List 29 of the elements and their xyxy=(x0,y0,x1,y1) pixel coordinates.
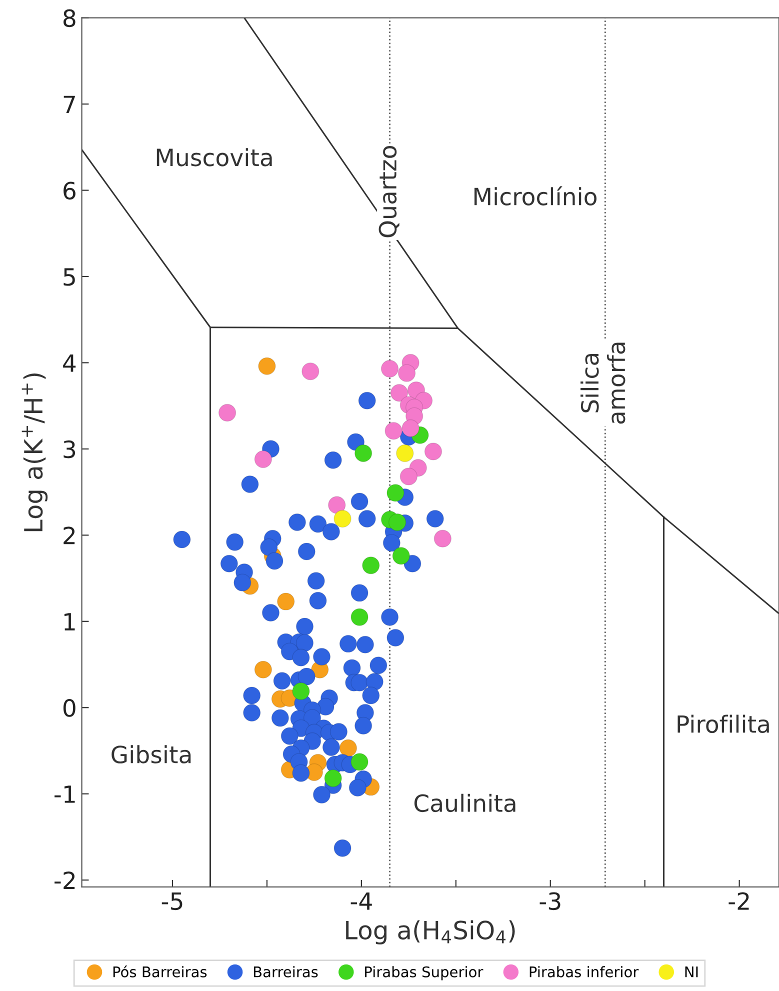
x-tick-label: -4 xyxy=(350,892,372,910)
y-tick-label: 8 xyxy=(64,9,76,28)
y-tick-label: 7 xyxy=(64,96,75,114)
y-axis-title: Log a(K$^{+}$/H$^{+}$) xyxy=(22,373,48,532)
y-tick-label: 4 xyxy=(63,354,76,372)
y-tick-label: 3 xyxy=(64,440,76,458)
annotation: Muscovita xyxy=(156,148,272,166)
ref-line-label: Silica amorfa xyxy=(580,342,626,424)
y-tick-label: -1 xyxy=(54,786,75,803)
legend-label: Pirabas inferior xyxy=(530,966,639,978)
x-tick-label: -3 xyxy=(540,892,560,910)
y-tick-label: -2 xyxy=(54,871,75,890)
y-tick-label: 6 xyxy=(64,182,76,200)
x-tick-label: -5 xyxy=(162,892,182,910)
legend-label: Pirabas Superior xyxy=(365,966,484,980)
x-tick-label: -2 xyxy=(728,892,749,910)
annotation: Caulinita xyxy=(414,794,516,812)
y-tick-label: 5 xyxy=(64,268,75,286)
ref-line-label: Quartzo xyxy=(378,146,400,238)
y-tick-label: 1 xyxy=(64,613,75,630)
annotation: Pirofilita xyxy=(678,714,769,734)
y-tick-label: 0 xyxy=(63,699,76,717)
legend-label: Barreiras xyxy=(254,966,318,978)
legend-label: NI xyxy=(685,966,698,978)
y-tick-label: 2 xyxy=(64,526,75,544)
x-axis-title: Log a(H$_{4}$SiO$_{4}$) xyxy=(346,920,515,944)
legend-label: Pós Barreiras xyxy=(113,966,207,978)
annotation: Microclínio xyxy=(474,186,596,206)
annotation: Gibsita xyxy=(112,745,191,764)
